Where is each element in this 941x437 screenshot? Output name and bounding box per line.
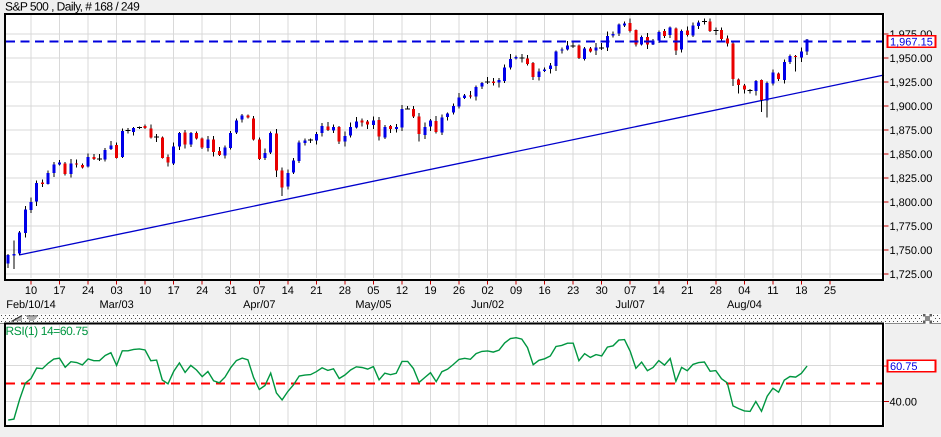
svg-text:1,967.15: 1,967.15	[890, 36, 933, 48]
svg-text:Aug/04: Aug/04	[727, 299, 762, 311]
svg-text:1,925.00: 1,925.00	[890, 77, 933, 89]
svg-text:S&P 500 , Daily, # 168 / 249: S&P 500 , Daily, # 168 / 249	[5, 0, 140, 14]
svg-text:1,825.00: 1,825.00	[890, 173, 933, 185]
svg-text:09: 09	[510, 285, 522, 297]
svg-text:60.75: 60.75	[890, 361, 918, 373]
svg-text:28: 28	[339, 285, 351, 297]
svg-text:1,875.00: 1,875.00	[890, 125, 933, 137]
svg-text:14: 14	[653, 285, 665, 297]
svg-text:1,950.00: 1,950.00	[890, 53, 933, 65]
svg-text:Feb/10/14: Feb/10/14	[6, 299, 56, 311]
svg-text:26: 26	[453, 285, 465, 297]
svg-text:04: 04	[738, 285, 750, 297]
svg-text:12: 12	[396, 285, 408, 297]
svg-text:17: 17	[53, 285, 65, 297]
svg-text:1,850.00: 1,850.00	[890, 149, 933, 161]
svg-text:07: 07	[253, 285, 265, 297]
svg-text:05: 05	[367, 285, 379, 297]
svg-text:24: 24	[196, 285, 208, 297]
svg-text:17: 17	[168, 285, 180, 297]
svg-text:RSI(1) 14=60.75: RSI(1) 14=60.75	[6, 324, 89, 338]
svg-text:28: 28	[710, 285, 722, 297]
svg-text:Jul/07: Jul/07	[616, 299, 645, 311]
svg-text:1,750.00: 1,750.00	[890, 245, 933, 257]
svg-text:23: 23	[567, 285, 579, 297]
svg-text:Jun/02: Jun/02	[471, 299, 504, 311]
svg-text:40.00: 40.00	[890, 397, 918, 409]
svg-text:18: 18	[795, 285, 807, 297]
svg-text:Apr/07: Apr/07	[243, 299, 275, 311]
svg-text:24: 24	[82, 285, 94, 297]
svg-text:10: 10	[25, 285, 37, 297]
svg-text:1,900.00: 1,900.00	[890, 101, 933, 113]
svg-text:1,775.00: 1,775.00	[890, 221, 933, 233]
svg-text:Mar/03: Mar/03	[99, 299, 133, 311]
svg-text:21: 21	[681, 285, 693, 297]
svg-text:03: 03	[110, 285, 122, 297]
svg-text:25: 25	[824, 285, 836, 297]
svg-text:1,725.00: 1,725.00	[890, 269, 933, 281]
svg-text:21: 21	[310, 285, 322, 297]
svg-text:07: 07	[624, 285, 636, 297]
svg-text:14: 14	[282, 285, 294, 297]
svg-text:1,800.00: 1,800.00	[890, 197, 933, 209]
svg-text:30: 30	[596, 285, 608, 297]
svg-text:11: 11	[767, 285, 778, 297]
svg-text:02: 02	[481, 285, 493, 297]
svg-text:16: 16	[538, 285, 550, 297]
svg-text:10: 10	[139, 285, 151, 297]
svg-text:31: 31	[225, 285, 237, 297]
svg-text:19: 19	[424, 285, 436, 297]
svg-text:May/05: May/05	[355, 299, 391, 311]
